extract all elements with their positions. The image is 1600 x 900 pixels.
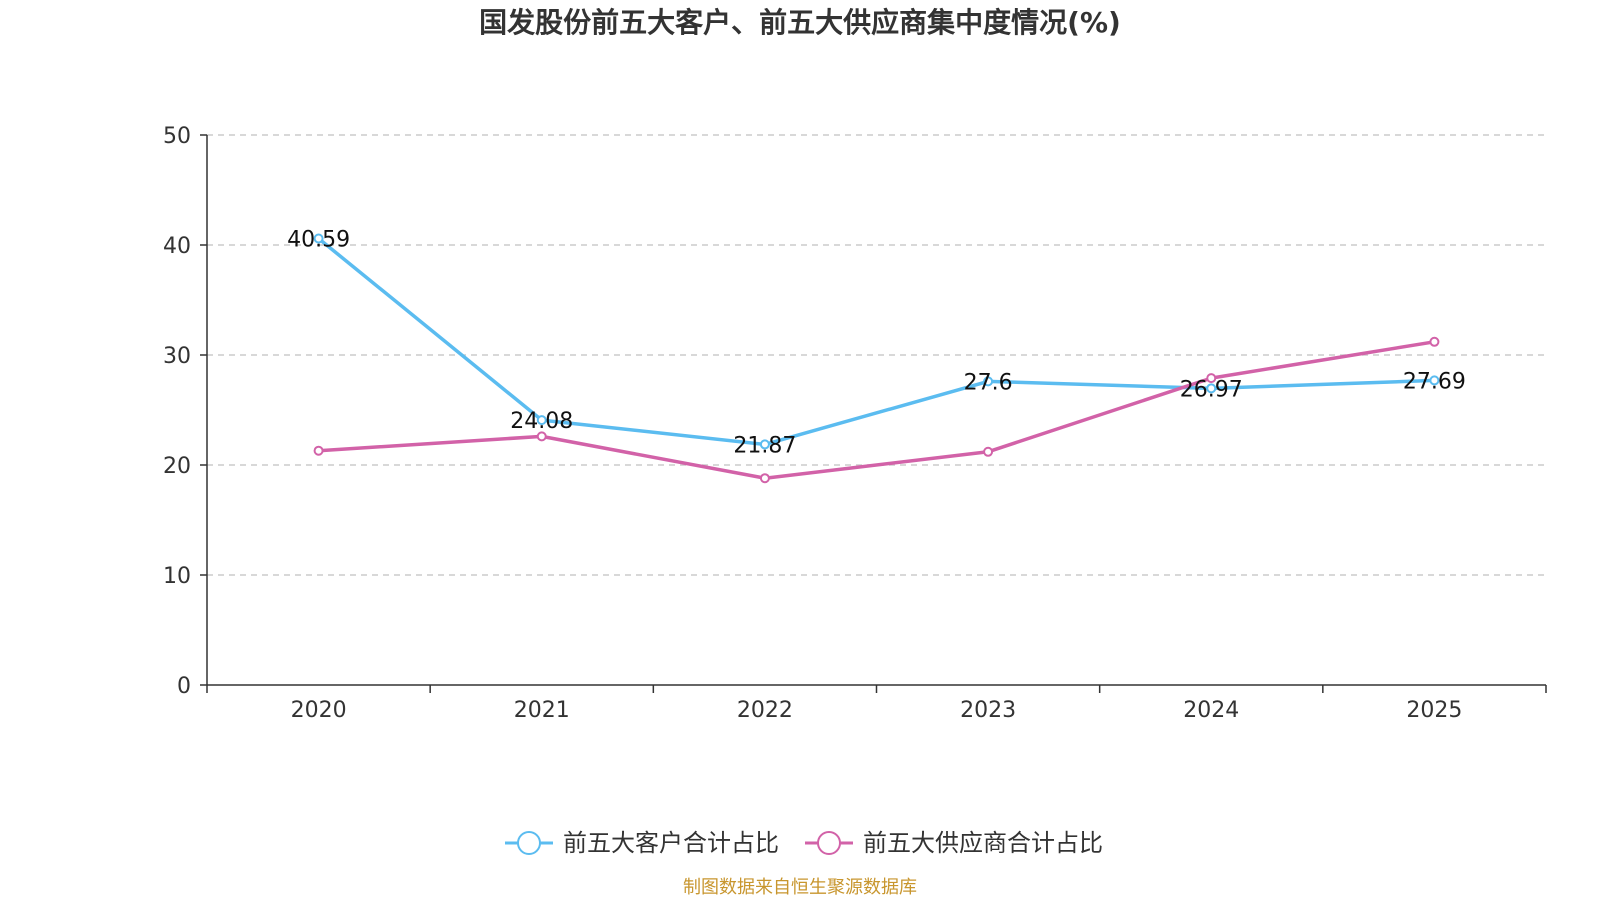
data-point: [759, 439, 770, 450]
chart-title: 国发股份前五大客户、前五大供应商集中度情况(%): [479, 6, 1121, 39]
legend[interactable]: 前五大客户合计占比 前五大供应商合计占比: [505, 829, 1103, 857]
series-line-1: [316, 340, 1437, 480]
x-tick-label: 2022: [737, 698, 793, 723]
y-tick-label: 40: [163, 234, 191, 259]
data-point: [759, 473, 770, 484]
legend-label: 前五大客户合计占比: [563, 829, 779, 857]
legend-item-0[interactable]: 前五大客户合计占比: [505, 829, 779, 857]
data-label: 27.69: [1403, 369, 1466, 394]
data-point: [536, 431, 547, 442]
data-label: 24.08: [510, 409, 573, 434]
x-tick-label: 2024: [1183, 698, 1239, 723]
data-point: [1206, 383, 1217, 394]
data-label: 40.59: [287, 228, 350, 253]
y-tick-label: 50: [163, 124, 191, 149]
source-note: 制图数据来自恒生聚源数据库: [683, 877, 917, 898]
grid-layer: [207, 134, 1546, 576]
data-label: 27.6: [964, 370, 1013, 395]
data-label-layer: 40.59 24.08 21.87 27.6 26.97 27.69: [287, 228, 1466, 459]
y-tick-label: 20: [163, 454, 191, 479]
data-label: 21.87: [733, 433, 796, 458]
data-point: [313, 233, 324, 244]
legend-marker-icon: [817, 831, 841, 855]
data-point: [983, 376, 994, 387]
legend-marker-icon: [517, 831, 541, 855]
x-tick-label: 2020: [291, 698, 347, 723]
x-tick-label: 2023: [960, 698, 1016, 723]
data-point: [1429, 375, 1440, 386]
y-tick-label: 10: [163, 564, 191, 589]
data-point: [536, 415, 547, 426]
axis-layer: 0 10 20 30 40 50 2020 2021 2022 2023 2024 2025: [163, 124, 1547, 723]
y-tick-label: 30: [163, 344, 191, 369]
data-point: [983, 446, 994, 457]
legend-label: 前五大供应商合计占比: [863, 829, 1103, 857]
data-label: 26.97: [1180, 377, 1243, 402]
x-tick-label: 2021: [514, 698, 570, 723]
series-layer: [313, 233, 1440, 484]
data-point: [1429, 336, 1440, 347]
y-tick-label: 0: [177, 674, 191, 699]
x-tick-label: 2025: [1406, 698, 1462, 723]
data-point: [1206, 373, 1217, 384]
legend-item-1[interactable]: 前五大供应商合计占比: [805, 829, 1103, 857]
series-line-0: [316, 236, 1437, 447]
data-point: [313, 445, 324, 456]
